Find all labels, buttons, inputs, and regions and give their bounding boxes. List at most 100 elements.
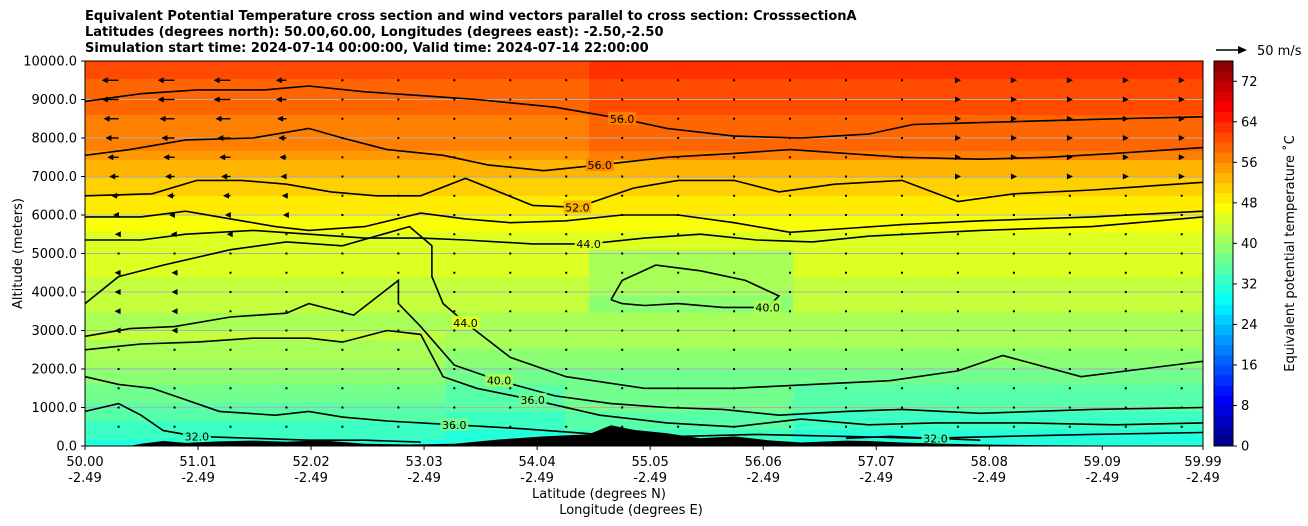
- wind-vector: [341, 406, 344, 409]
- wind-vector: [733, 214, 736, 216]
- wind-vector: [1180, 194, 1183, 197]
- wind-vector: [285, 368, 288, 370]
- x-tick-label-lon: -2.49: [746, 471, 780, 486]
- wind-vector: [229, 368, 232, 370]
- wind-vector: [229, 291, 232, 293]
- wind-vector: [621, 117, 624, 120]
- wind-vector: [509, 214, 512, 216]
- wind-vector: [173, 406, 176, 409]
- wind-vector: [621, 233, 624, 236]
- wind-vector: [1012, 387, 1015, 390]
- colorbar-segment: [1214, 172, 1233, 184]
- wind-vector: [509, 425, 512, 428]
- wind-vector: [1068, 348, 1071, 351]
- x-tick-label-lon: -2.49: [972, 471, 1006, 486]
- y-tick-label: 3000.0: [32, 324, 78, 339]
- colorbar-segment: [1214, 111, 1233, 123]
- colorbar-tick-label: 24: [1241, 318, 1258, 333]
- wind-vector: [789, 425, 792, 428]
- wind-vector: [1124, 368, 1127, 370]
- wind-vector: [279, 154, 287, 161]
- y-tick-label: 5000.0: [32, 247, 78, 262]
- wind-vector: [285, 387, 288, 390]
- wind-vector: [1180, 252, 1183, 255]
- contour-label: 44.0: [453, 317, 478, 330]
- wind-vector: [1124, 291, 1127, 293]
- x-tick-label-lon: -2.49: [294, 471, 328, 486]
- wind-vector: [453, 214, 456, 216]
- wind-vector: [733, 137, 736, 139]
- wind-vector: [275, 96, 287, 103]
- wind-vector: [733, 98, 736, 101]
- wind-vector: [1178, 173, 1185, 180]
- wind-vector: [900, 79, 903, 82]
- wind-vector: [677, 214, 680, 216]
- wind-vector: [677, 252, 680, 255]
- x-tick-label-lat: 57.07: [858, 455, 895, 470]
- y-tick-label: 7000.0: [32, 170, 78, 185]
- wind-vector: [565, 252, 568, 255]
- wind-vector: [1012, 310, 1015, 313]
- wind-vector: [509, 387, 512, 390]
- wind-vector: [954, 77, 961, 84]
- colorbar-segment: [1214, 71, 1233, 82]
- wind-vector: [103, 115, 119, 122]
- wind-vector: [1180, 233, 1183, 236]
- contour-label: 36.0: [520, 394, 545, 407]
- wind-vector: [285, 348, 288, 351]
- wind-vector: [954, 135, 961, 141]
- wind-vector: [117, 406, 120, 409]
- wind-vector: [845, 214, 848, 216]
- wind-vector: [733, 194, 736, 197]
- wind-vector: [845, 271, 848, 274]
- wind-vector: [341, 271, 344, 274]
- wind-vector: [1066, 77, 1073, 84]
- wind-vector: [165, 173, 175, 180]
- x-tick-label-lon: -2.49: [68, 471, 102, 486]
- wind-vector: [229, 271, 232, 274]
- wind-vector: [341, 425, 344, 428]
- x-tick-label-lat: 56.06: [745, 455, 782, 470]
- wind-vector: [397, 233, 400, 236]
- contour-label: 56.0: [588, 159, 613, 172]
- x-tick-label-lat: 54.04: [519, 455, 556, 470]
- wind-vector: [229, 348, 232, 351]
- contour-label: 44.0: [576, 238, 601, 251]
- wind-vector: [900, 252, 903, 255]
- colorbar-segment: [1214, 223, 1233, 234]
- wind-vector: [341, 175, 344, 178]
- wind-vector: [341, 387, 344, 390]
- wind-vector: [621, 175, 624, 178]
- wind-vector: [341, 348, 344, 351]
- wind-vector: [171, 269, 178, 276]
- wind-vector: [397, 329, 400, 332]
- wind-vector: [565, 387, 568, 390]
- wind-vector: [621, 252, 624, 255]
- wind-vector: [1066, 154, 1073, 161]
- wind-vector: [397, 368, 400, 370]
- wind-vector: [733, 271, 736, 274]
- wind-vector: [1180, 214, 1183, 216]
- wind-vector: [845, 406, 848, 409]
- wind-vector: [1066, 115, 1073, 122]
- wind-vector: [900, 291, 903, 293]
- wind-vector: [733, 310, 736, 313]
- wind-vector: [677, 348, 680, 351]
- wind-vector: [453, 194, 456, 197]
- wind-vector: [900, 406, 903, 409]
- wind-vector: [565, 310, 568, 313]
- wind-vector: [341, 291, 344, 293]
- wind-vector: [397, 194, 400, 197]
- colorbar-segment: [1214, 91, 1233, 103]
- wind-vector: [677, 310, 680, 313]
- wind-vector: [789, 137, 792, 139]
- wind-vector: [168, 212, 175, 218]
- wind-vector: [1012, 348, 1015, 351]
- wind-vector: [341, 329, 344, 332]
- wind-vector: [900, 233, 903, 236]
- wind-vector: [285, 406, 288, 409]
- wind-vector: [397, 79, 400, 82]
- wind-vector: [733, 387, 736, 390]
- wind-vector: [1180, 368, 1183, 370]
